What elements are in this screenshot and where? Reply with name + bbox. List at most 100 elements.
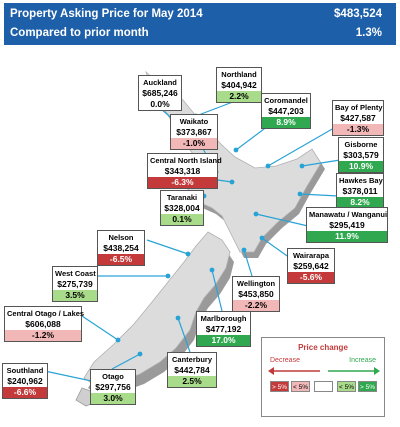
region-name: Wairarapa	[293, 251, 329, 260]
region-price: $328,004	[164, 203, 200, 213]
leader-line-wellington	[243, 249, 253, 277]
legend-title: Price change	[298, 343, 348, 352]
region-price: $295,419	[329, 220, 365, 230]
region-label-southland: Southland $240,962 -6.6%	[2, 363, 48, 399]
region-change: -1.3%	[333, 124, 383, 135]
region-name: West Coast	[55, 269, 96, 278]
region-dot-wellington	[241, 247, 247, 253]
region-name: Canterbury	[171, 355, 212, 364]
region-change: 2.2%	[217, 91, 261, 102]
region-price: $373,867	[176, 127, 212, 137]
region-name: Bay of Plenty	[335, 103, 383, 112]
region-change: -1.0%	[171, 138, 217, 149]
region-change: 0.1%	[161, 214, 203, 225]
region-label-central-north-island: Central North Island $343,318 -6.3%	[147, 153, 222, 189]
region-label-canterbury: Canterbury $442,784 2.5%	[167, 352, 217, 388]
region-label-wairarapa: Wairarapa $259,642 -5.6%	[287, 248, 335, 284]
leader-line-southland	[39, 369, 97, 383]
region-change: -6.6%	[3, 387, 47, 398]
region-change: 17.0%	[197, 335, 250, 346]
leader-line-central-otago-lakes	[81, 315, 119, 341]
region-price: $297,756	[95, 382, 131, 392]
region-label-bay-of-plenty: Bay of Plenty $427,587 -1.3%	[332, 100, 384, 136]
region-label-auckland: Auckland $685,246 0.0%	[138, 75, 182, 111]
legend-increase-label: Increase	[349, 357, 376, 364]
region-name: Coromandel	[264, 96, 308, 105]
region-change: 8.9%	[262, 117, 310, 128]
region-change: -1.2%	[5, 330, 81, 341]
leader-line-manawatu-wanganui	[255, 213, 309, 227]
region-name: Central Otago / Lakes	[7, 309, 85, 318]
region-dot-coromandel	[233, 147, 239, 153]
legend-arrows	[268, 367, 380, 375]
national-change: 1.3%	[355, 27, 382, 39]
region-price: $259,642	[293, 261, 329, 271]
region-price: $427,587	[340, 113, 376, 123]
region-change: -5.6%	[288, 272, 334, 283]
region-price: $275,739	[57, 279, 93, 289]
region-name: Marlborough	[200, 314, 247, 323]
page-title: Property Asking Price for May 2014	[10, 8, 203, 20]
region-label-otago: Otago $297,756 3.0%	[90, 369, 136, 405]
region-price: $442,784	[174, 365, 210, 375]
region-name: Gisborne	[344, 140, 378, 149]
region-name: Taranaki	[166, 193, 198, 202]
region-name: Hawkes Bay	[339, 176, 383, 185]
region-label-northland: Northland $404,942 2.2%	[216, 67, 262, 103]
legend-swatch-small-increase: < 5%	[337, 381, 356, 392]
region-change: -6.5%	[98, 254, 144, 265]
region-label-wellington: Wellington $453,850 -2.2%	[232, 276, 280, 312]
price-change-legend: Price change Decrease Increase > 5% < 5%…	[261, 337, 385, 417]
region-dot-marlborough	[209, 267, 215, 273]
leader-line-gisborne	[301, 159, 341, 167]
region-price: $303,579	[343, 150, 379, 160]
region-change: 3.0%	[91, 393, 135, 404]
region-price: $378,011	[342, 186, 378, 196]
region-change: -2.2%	[233, 300, 279, 311]
region-label-marlborough: Marlborough $477,192 17.0%	[196, 311, 251, 347]
region-change: 0.0%	[139, 99, 181, 110]
region-dot-gisborne	[299, 163, 305, 169]
region-dot-west-coast	[165, 273, 171, 279]
leader-line-coromandel	[235, 125, 269, 151]
leader-line-wairarapa	[261, 237, 291, 259]
page-subtitle: Compared to prior month	[10, 27, 149, 39]
region-label-nelson: Nelson $438,254 -6.5%	[97, 230, 145, 266]
leader-line-otago	[111, 353, 141, 370]
region-dot-central-otago-lakes	[115, 337, 121, 343]
region-change: -6.3%	[148, 177, 217, 188]
region-name: Otago	[102, 372, 124, 381]
region-change: 3.5%	[53, 290, 97, 301]
region-dot-otago	[137, 351, 143, 357]
region-price: $404,942	[221, 80, 257, 90]
region-name: Central North Island	[150, 156, 222, 165]
region-label-hawkes-bay: Hawkes Bay $378,011 8.2%	[336, 173, 384, 209]
region-name: Manawatu / Wanganui	[309, 210, 388, 219]
region-label-west-coast: West Coast $275,739 3.5%	[52, 266, 98, 302]
legend-swatch-no-change	[314, 381, 333, 392]
region-name: Waikato	[179, 117, 209, 126]
region-label-central-otago-lakes: Central Otago / Lakes $606,088 -1.2%	[4, 306, 85, 342]
region-name: Northland	[221, 70, 257, 79]
region-name: Nelson	[108, 233, 134, 242]
region-dot-nelson	[185, 251, 191, 257]
legend-swatch-large-increase: > 5%	[358, 381, 377, 392]
region-dot-canterbury	[175, 315, 181, 321]
title-banner: Property Asking Price for May 2014 Compa…	[4, 3, 396, 45]
leader-line-nelson	[146, 239, 189, 255]
region-price: $453,850	[238, 289, 274, 299]
region-label-taranaki: Taranaki $328,004 0.1%	[160, 190, 204, 226]
region-dot-manawatu-wanganui	[253, 211, 259, 217]
region-change: 8.2%	[337, 197, 383, 208]
region-label-waikato: Waikato $373,867 -1.0%	[170, 114, 218, 150]
region-label-coromandel: Coromandel $447,203 8.9%	[261, 93, 311, 129]
legend-swatch-small-decrease: < 5%	[291, 381, 310, 392]
national-price: $483,524	[334, 8, 382, 20]
region-label-gisborne: Gisborne $303,579 10.9%	[338, 137, 384, 173]
legend-decrease-label: Decrease	[270, 357, 300, 364]
region-price: $343,318	[164, 166, 201, 176]
region-dot-hawkes-bay	[297, 191, 303, 197]
region-price: $240,962	[7, 376, 43, 386]
region-name: Wellington	[236, 279, 276, 288]
region-dot-central-north-island	[229, 179, 235, 185]
